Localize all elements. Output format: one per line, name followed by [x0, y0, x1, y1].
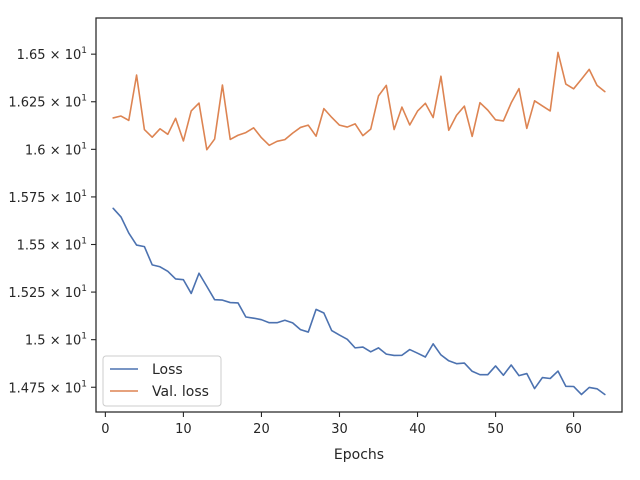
x-axis-label: Epochs	[334, 447, 384, 463]
x-tick-label: 60	[565, 422, 582, 437]
y-tick-label: 1.525 × 101	[8, 284, 87, 301]
x-tick-label: 0	[101, 422, 109, 437]
series-line-val-loss	[112, 51, 606, 151]
legend-label-loss: Loss	[152, 362, 183, 378]
axes-frame	[95, 17, 623, 413]
legend: Loss Val. loss	[102, 355, 222, 407]
x-tick-label: 20	[253, 422, 270, 437]
legend-label-val-loss: Val. loss	[152, 384, 209, 400]
x-tick-label: 40	[409, 422, 426, 437]
y-tick-label: 1.65 × 101	[17, 46, 87, 63]
plot-area	[96, 18, 622, 412]
y-tick-label: 1.575 × 101	[8, 189, 87, 206]
x-axis: 0 10 20 30 40 50 60	[101, 412, 582, 437]
x-tick-label: 10	[175, 422, 192, 437]
y-tick-label: 1.55 × 101	[17, 237, 87, 254]
y-tick-label: 1.6 × 101	[25, 141, 87, 158]
series-layer	[112, 51, 606, 396]
x-tick-label: 50	[487, 422, 504, 437]
series-line-loss	[112, 207, 606, 396]
x-tick-label: 30	[331, 422, 348, 437]
y-tick-label: 1.475 × 101	[8, 379, 87, 396]
y-axis: 1.475 × 101 1.5 × 101 1.525 × 101 1.55 × 10…	[8, 46, 96, 396]
y-tick-label: 1.625 × 101	[8, 94, 87, 111]
y-tick-label: 1.5 × 101	[25, 332, 87, 349]
